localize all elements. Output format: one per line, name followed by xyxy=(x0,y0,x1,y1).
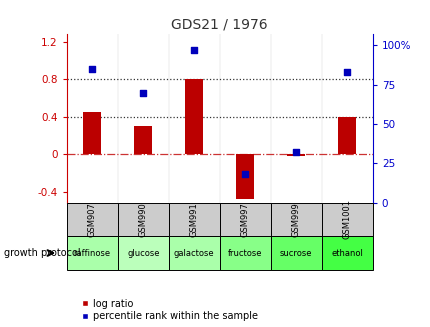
Point xyxy=(292,150,299,155)
Text: GSM999: GSM999 xyxy=(291,202,300,237)
Text: glucose: glucose xyxy=(127,249,159,258)
Text: raffinose: raffinose xyxy=(74,249,111,258)
Bar xyxy=(287,154,304,156)
Bar xyxy=(117,203,169,236)
Bar xyxy=(219,203,270,236)
Text: sucrose: sucrose xyxy=(280,249,312,258)
Bar xyxy=(185,79,203,154)
Text: fructose: fructose xyxy=(227,249,262,258)
Bar xyxy=(270,236,321,270)
Bar xyxy=(83,112,101,154)
Bar xyxy=(67,236,117,270)
Text: GSM1001: GSM1001 xyxy=(342,199,351,239)
Point xyxy=(241,172,248,177)
Legend: log ratio, percentile rank within the sample: log ratio, percentile rank within the sa… xyxy=(80,298,258,322)
Bar xyxy=(67,203,117,236)
Text: ethanol: ethanol xyxy=(331,249,362,258)
Bar xyxy=(169,203,219,236)
Point xyxy=(343,70,350,75)
Bar xyxy=(338,117,356,154)
Point xyxy=(190,47,197,53)
Text: GSM990: GSM990 xyxy=(138,202,147,237)
Text: growth protocol: growth protocol xyxy=(4,248,81,258)
Text: galactose: galactose xyxy=(174,249,214,258)
Bar xyxy=(321,236,372,270)
Text: GSM907: GSM907 xyxy=(88,202,97,237)
Point xyxy=(89,66,95,72)
Bar xyxy=(321,203,372,236)
Bar xyxy=(134,126,152,154)
Point xyxy=(139,90,146,95)
Bar xyxy=(169,236,219,270)
Title: GDS21 / 1976: GDS21 / 1976 xyxy=(171,18,267,32)
Bar xyxy=(270,203,321,236)
Bar xyxy=(117,236,169,270)
Text: GSM997: GSM997 xyxy=(240,202,249,237)
Bar xyxy=(219,236,270,270)
Bar xyxy=(236,154,254,199)
Text: GSM991: GSM991 xyxy=(189,202,198,237)
